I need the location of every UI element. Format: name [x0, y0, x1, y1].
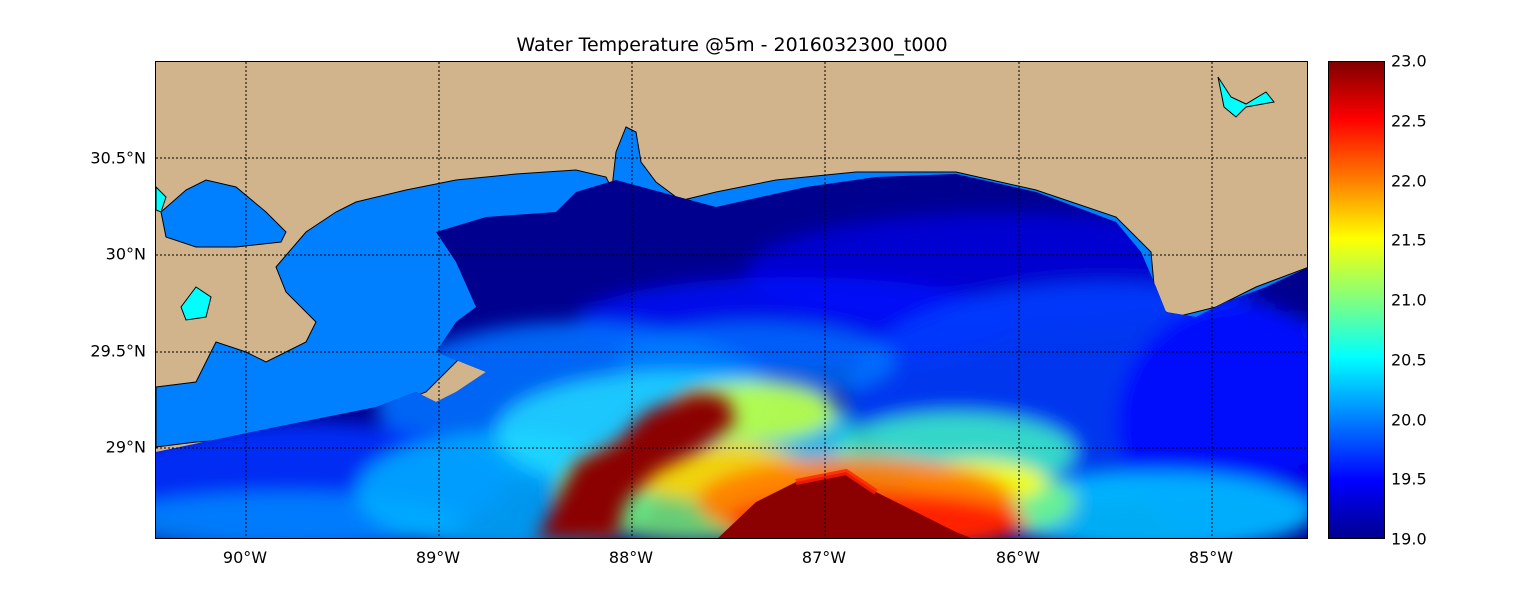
warm-core-tongue — [536, 392, 736, 538]
colorbar-tick-label: 22.5 — [1391, 111, 1427, 131]
y-tick-label: 29°N — [105, 437, 146, 457]
map-title: Water Temperature @5m - 2016032300_t000 — [516, 34, 948, 56]
x-tick-label: 88°W — [608, 548, 654, 567]
colorbar-tick-label: 20.0 — [1391, 410, 1427, 429]
x-tick-label: 86°W — [995, 548, 1041, 567]
x-tick-label: 87°W — [801, 548, 847, 567]
colorbar-tick-label: 23.0 — [1391, 51, 1427, 71]
colorbar-tick-label: 19.5 — [1391, 469, 1427, 489]
map-plot-area — [155, 61, 1308, 539]
grid-lines — [156, 62, 1307, 538]
nearshore-water — [160, 179, 287, 248]
colorbar-tick-label: 21.0 — [1391, 290, 1427, 310]
lake-west-1 — [156, 186, 167, 213]
x-tick-label: 90°W — [222, 548, 268, 567]
x-tick-label: 89°W — [415, 548, 461, 567]
loop-current-core — [716, 472, 976, 538]
colorbar-tick-label: 22.0 — [1391, 171, 1427, 190]
y-tick-label: 30°N — [105, 244, 146, 264]
colorbar-tick-label: 20.5 — [1391, 350, 1427, 370]
colorbar-tick-label: 21.5 — [1391, 230, 1427, 250]
colorbar-tick-label: 19.0 — [1391, 529, 1427, 549]
y-tick-label: 29.5°N — [90, 341, 146, 361]
lake-east — [1217, 76, 1275, 118]
colorbar — [1328, 61, 1385, 539]
lake-west-2 — [180, 286, 212, 321]
y-tick-label: 30.5°N — [90, 148, 146, 168]
x-tick-label: 85°W — [1188, 548, 1234, 567]
temperature-map — [156, 62, 1307, 538]
